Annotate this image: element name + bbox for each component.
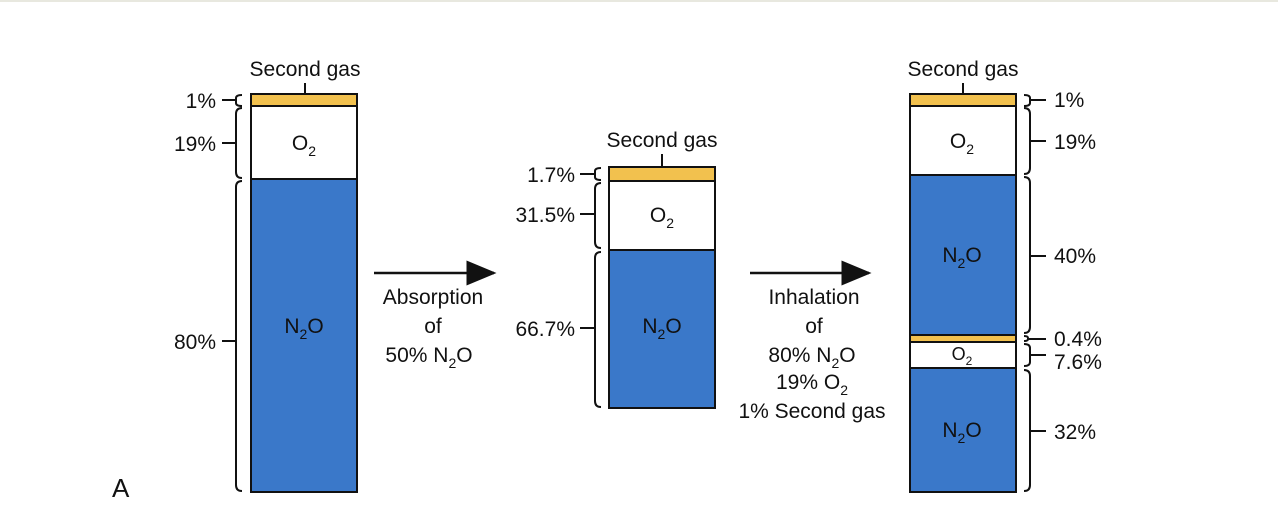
percent-second-gas: 1%: [186, 90, 216, 113]
second-gas-header: Second gas: [250, 58, 361, 81]
second-gas-segment: [250, 93, 358, 107]
bracket-second-gas: [235, 94, 243, 107]
bracket-n2o-top: [1023, 176, 1031, 334]
percent-n2o: 80%: [174, 331, 216, 354]
percent-o2: 19%: [174, 133, 216, 156]
bracket-o2: [594, 182, 602, 249]
bracket-o2-bottom: [1023, 343, 1031, 367]
bracket-second-gas-bottom: [1023, 335, 1029, 342]
percent-o2-top: 19%: [1054, 131, 1096, 154]
n2o-bottom-label: N2O: [942, 419, 981, 446]
second-gas-top-segment: [909, 93, 1017, 107]
bracket-n2o: [594, 251, 602, 408]
o2-label: O2: [292, 132, 316, 159]
column-initial: Second gas O2 N2O 1% 19% 80%: [174, 58, 361, 493]
second-gas-bottom-segment: [909, 334, 1017, 343]
absorption-line1: Absorption: [383, 286, 483, 309]
arrow-inhalation: Inhalation of 80% N2O 19% O2 1% Second g…: [738, 260, 886, 423]
percent-second-gas-bottom: 0.4%: [1054, 328, 1102, 351]
bracket-o2-top: [1023, 107, 1031, 175]
inhalation-line3: 80% N2O: [768, 344, 855, 371]
inhalation-line5: 1% Second gas: [738, 400, 885, 423]
o2-bottom-label: O2: [952, 344, 973, 368]
percent-n2o-top: 40%: [1054, 245, 1096, 268]
column-after-inhalation: Second gas O2 N2O O2 N2O 1: [908, 58, 1102, 493]
column-after-absorption: Second gas O2 N2O 1.7% 31.5% 66.7%: [515, 129, 718, 409]
percent-second-gas: 1.7%: [527, 164, 575, 187]
n2o-label: N2O: [642, 315, 681, 342]
n2o-top-segment: [909, 174, 1017, 336]
n2o-top-label: N2O: [942, 244, 981, 271]
second-gas-header: Second gas: [607, 129, 718, 152]
o2-top-segment: [909, 105, 1017, 176]
bracket-n2o: [235, 180, 243, 492]
bracket-n2o-bottom: [1023, 369, 1031, 492]
top-rule: [0, 0, 1278, 2]
o2-label: O2: [650, 204, 674, 231]
n2o-segment: [250, 178, 358, 493]
arrow-absorption: Absorption of 50% N2O: [374, 260, 497, 371]
percent-second-gas-top: 1%: [1054, 89, 1084, 112]
n2o-bottom-segment: [909, 367, 1017, 493]
panel-letter: A: [112, 473, 130, 503]
bracket-second-gas: [594, 167, 602, 181]
second-gas-segment: [608, 166, 716, 182]
inhalation-line1: Inhalation: [768, 286, 859, 309]
o2-bottom-segment: [909, 341, 1017, 369]
inhalation-line4: 19% O2: [776, 371, 848, 398]
absorption-line2: of: [424, 315, 442, 338]
inhalation-line2: of: [805, 315, 823, 338]
percent-o2: 31.5%: [515, 204, 575, 227]
o2-top-label: O2: [950, 130, 974, 157]
second-gas-header: Second gas: [908, 58, 1019, 81]
n2o-segment: [608, 249, 716, 409]
percent-n2o: 66.7%: [515, 318, 575, 341]
bracket-second-gas-top: [1023, 94, 1031, 107]
percent-n2o-bottom: 32%: [1054, 421, 1096, 444]
bracket-o2: [235, 107, 243, 179]
percent-o2-bottom: 7.6%: [1054, 351, 1102, 374]
n2o-label: N2O: [284, 315, 323, 342]
absorption-line3: 50% N2O: [385, 344, 472, 371]
